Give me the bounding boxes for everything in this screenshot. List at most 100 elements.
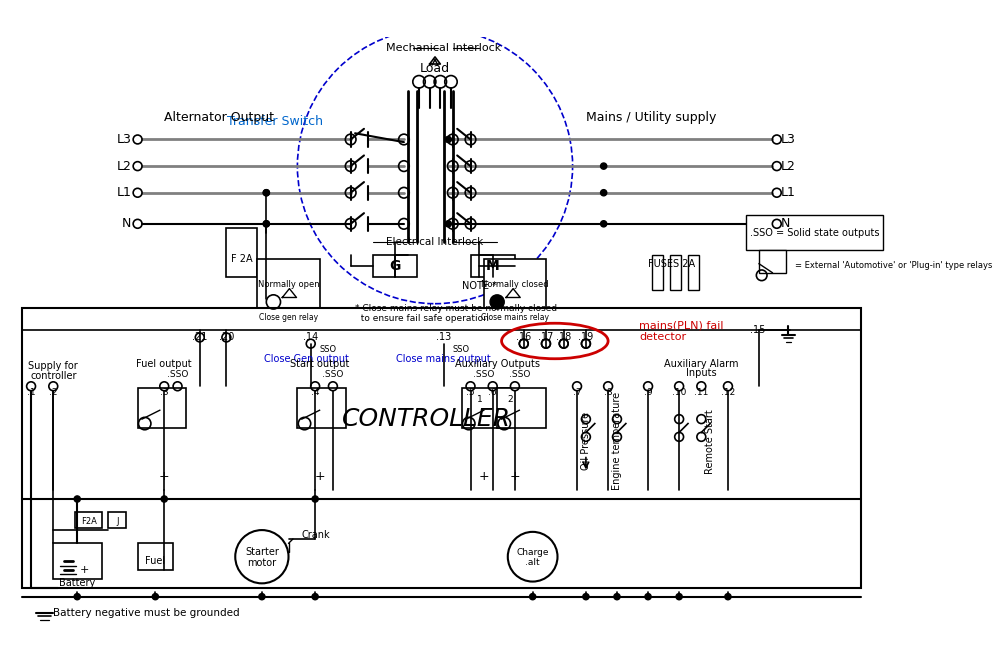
Text: Transfer Switch: Transfer Switch bbox=[227, 115, 324, 129]
Text: G: G bbox=[390, 260, 401, 274]
Bar bbox=[497, 388, 546, 428]
Text: .16: .16 bbox=[516, 332, 531, 342]
Text: Battery negative must be grounded: Battery negative must be grounded bbox=[53, 607, 239, 617]
Text: Charge: Charge bbox=[516, 547, 549, 557]
Circle shape bbox=[74, 496, 80, 502]
Circle shape bbox=[600, 190, 607, 196]
Text: NOTE *: NOTE * bbox=[462, 281, 497, 291]
Circle shape bbox=[600, 163, 607, 169]
Circle shape bbox=[74, 593, 80, 600]
Circle shape bbox=[724, 593, 731, 600]
Text: F2A: F2A bbox=[81, 517, 97, 525]
Bar bbox=[471, 255, 515, 277]
Text: Normally open: Normally open bbox=[258, 280, 320, 288]
Text: .18: .18 bbox=[556, 332, 571, 342]
Text: .13: .13 bbox=[436, 332, 452, 342]
Circle shape bbox=[445, 137, 452, 143]
Text: Remote Start: Remote Start bbox=[705, 409, 715, 474]
Text: Close mains relay: Close mains relay bbox=[481, 314, 549, 322]
Circle shape bbox=[614, 593, 620, 600]
Text: Load: Load bbox=[420, 62, 450, 75]
Text: L1: L1 bbox=[782, 186, 797, 199]
Text: .2: .2 bbox=[49, 388, 57, 397]
Text: Alternator Output: Alternator Output bbox=[164, 111, 275, 124]
Bar bbox=[137, 543, 173, 570]
Text: L1: L1 bbox=[116, 186, 131, 199]
Circle shape bbox=[152, 593, 158, 600]
Text: N: N bbox=[122, 217, 131, 230]
Text: .6: .6 bbox=[488, 388, 497, 397]
Text: Auxiliary Alarm: Auxiliary Alarm bbox=[664, 359, 738, 369]
Bar bbox=[75, 512, 102, 528]
Text: motor: motor bbox=[247, 558, 277, 568]
Text: Oil Pressure: Oil Pressure bbox=[581, 412, 591, 470]
Bar bbox=[484, 259, 546, 308]
Text: +: + bbox=[79, 565, 89, 575]
Circle shape bbox=[645, 593, 651, 600]
Text: Starter: Starter bbox=[244, 547, 279, 557]
Text: +: + bbox=[479, 470, 489, 484]
Text: N: N bbox=[782, 217, 791, 230]
Circle shape bbox=[259, 593, 265, 600]
Text: .SSO = Solid state outputs: .SSO = Solid state outputs bbox=[750, 228, 880, 238]
Text: controller: controller bbox=[30, 370, 76, 380]
Text: L3: L3 bbox=[782, 133, 797, 146]
Bar bbox=[258, 259, 320, 308]
Bar bbox=[373, 255, 417, 277]
Text: Close mains output: Close mains output bbox=[397, 354, 491, 364]
Text: .19: .19 bbox=[578, 332, 593, 342]
Circle shape bbox=[312, 496, 319, 502]
Circle shape bbox=[676, 593, 682, 600]
Text: Battery: Battery bbox=[59, 578, 95, 588]
Bar bbox=[652, 255, 663, 290]
Bar bbox=[298, 388, 347, 428]
Text: Mains / Utility supply: Mains / Utility supply bbox=[586, 111, 716, 124]
Bar bbox=[745, 215, 884, 250]
Text: SSO: SSO bbox=[453, 346, 470, 354]
Circle shape bbox=[600, 220, 607, 227]
Text: Crank: Crank bbox=[302, 529, 331, 539]
Text: FUSES 2A: FUSES 2A bbox=[648, 259, 695, 269]
Text: +: + bbox=[315, 470, 325, 484]
Text: detector: detector bbox=[639, 332, 686, 342]
Text: .3: .3 bbox=[160, 388, 168, 397]
Text: +: + bbox=[510, 470, 520, 484]
Circle shape bbox=[445, 220, 452, 227]
Circle shape bbox=[312, 593, 319, 600]
Text: .SSO: .SSO bbox=[473, 370, 495, 379]
Circle shape bbox=[490, 295, 504, 309]
Text: Fuel: Fuel bbox=[145, 556, 165, 566]
Text: Start output: Start output bbox=[290, 359, 350, 369]
Text: .alt: .alt bbox=[525, 558, 540, 567]
Circle shape bbox=[529, 593, 536, 600]
Text: .12: .12 bbox=[720, 388, 735, 397]
Bar bbox=[22, 308, 861, 588]
Circle shape bbox=[161, 496, 167, 502]
Circle shape bbox=[264, 190, 270, 196]
Text: mains(PLN) fail: mains(PLN) fail bbox=[639, 321, 723, 331]
Text: .1: .1 bbox=[27, 388, 35, 397]
Text: .4: .4 bbox=[311, 388, 320, 397]
Bar bbox=[462, 388, 510, 428]
Text: .5: .5 bbox=[466, 388, 475, 397]
Text: Close Gen output: Close Gen output bbox=[264, 354, 349, 364]
Text: L3: L3 bbox=[116, 133, 131, 146]
Text: +: + bbox=[159, 470, 169, 484]
Text: .8: .8 bbox=[604, 388, 612, 397]
Text: .20: .20 bbox=[218, 332, 234, 342]
Text: Fuel output: Fuel output bbox=[136, 359, 192, 369]
Circle shape bbox=[264, 220, 270, 227]
Text: .17: .17 bbox=[538, 332, 554, 342]
Bar bbox=[670, 255, 681, 290]
Text: to ensure fail safe operation: to ensure fail safe operation bbox=[355, 314, 489, 323]
Text: L2: L2 bbox=[782, 160, 797, 172]
Text: L2: L2 bbox=[116, 160, 131, 172]
Text: .SSO: .SSO bbox=[509, 370, 530, 379]
Bar bbox=[226, 228, 258, 277]
Bar bbox=[108, 512, 126, 528]
Text: .11: .11 bbox=[694, 388, 708, 397]
Text: Normally closed: Normally closed bbox=[481, 280, 549, 288]
Text: Mechanical Interlock: Mechanical Interlock bbox=[386, 43, 501, 53]
Bar bbox=[760, 250, 786, 272]
Text: = External 'Automotive' or 'Plug-in' type relays: = External 'Automotive' or 'Plug-in' typ… bbox=[795, 261, 992, 270]
